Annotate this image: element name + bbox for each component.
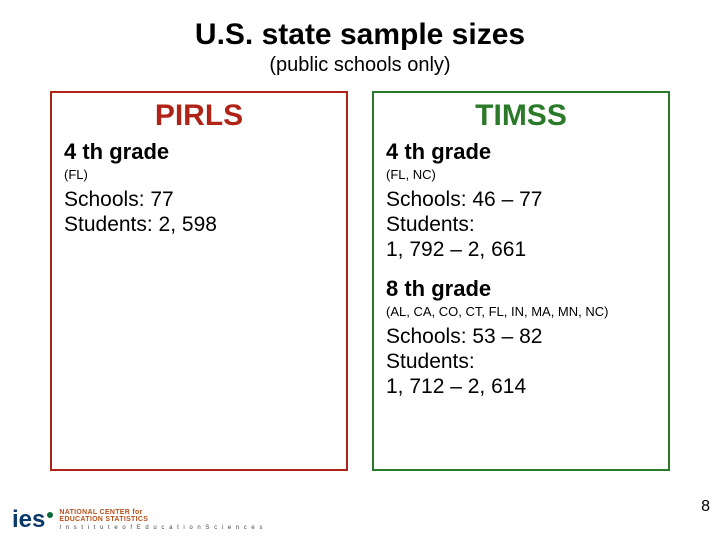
page-number: 8 (701, 498, 710, 516)
timss-grade4: 4 th grade (386, 139, 656, 165)
footer: ies NATIONAL CENTER for EDUCATION STATIS… (12, 506, 264, 534)
timss-grade4-students-b: 1, 792 – 2, 661 (386, 238, 656, 262)
ies-logo-mark: ies NATIONAL CENTER for EDUCATION STATIS… (12, 506, 264, 534)
timss-grade8-block: 8 th grade (AL, CA, CO, CT, FL, IN, MA, … (386, 276, 656, 399)
panel-pirls: PIRLS 4 th grade (FL) Schools: 77 Studen… (50, 91, 348, 471)
timss-grade8: 8 th grade (386, 276, 656, 302)
timss-grade8-students-b: 1, 712 – 2, 614 (386, 375, 656, 399)
ies-line1: NATIONAL CENTER for (59, 509, 264, 516)
panel-timss: TIMSS 4 th grade (FL, NC) Schools: 46 – … (372, 91, 670, 471)
slide-subtitle: (public schools only) (40, 54, 680, 77)
timss-grade8-schools: Schools: 53 – 82 (386, 325, 656, 349)
ies-line2: EDUCATION STATISTICS (59, 516, 264, 523)
timss-grade4-students-a: Students: (386, 213, 656, 237)
ies-text-block: NATIONAL CENTER for EDUCATION STATISTICS… (59, 509, 264, 531)
timss-grade8-states: (AL, CA, CO, CT, FL, IN, MA, MN, NC) (386, 304, 656, 319)
ies-logo-text: ies (12, 506, 53, 534)
timss-grade4-schools: Schools: 46 – 77 (386, 188, 656, 212)
slide-title: U.S. state sample sizes (40, 18, 680, 52)
pirls-grade4-states: (FL) (64, 167, 334, 182)
pirls-grade4-students: Students: 2, 598 (64, 213, 334, 237)
columns: PIRLS 4 th grade (FL) Schools: 77 Studen… (40, 91, 680, 471)
ies-line3: I n s t i t u t e o f E d u c a t i o n … (59, 525, 264, 531)
pirls-grade4: 4 th grade (64, 139, 334, 165)
ies-logo-dot-icon (47, 512, 53, 518)
panel-title-timss: TIMSS (386, 99, 656, 133)
slide: U.S. state sample sizes (public schools … (0, 0, 720, 540)
timss-grade4-states: (FL, NC) (386, 167, 656, 182)
timss-grade8-students-a: Students: (386, 350, 656, 374)
pirls-grade4-schools: Schools: 77 (64, 188, 334, 212)
ies-logo-letters: ies (12, 506, 45, 534)
panel-title-pirls: PIRLS (64, 99, 334, 133)
